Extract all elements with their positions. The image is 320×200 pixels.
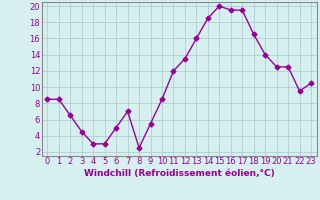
X-axis label: Windchill (Refroidissement éolien,°C): Windchill (Refroidissement éolien,°C) bbox=[84, 169, 275, 178]
